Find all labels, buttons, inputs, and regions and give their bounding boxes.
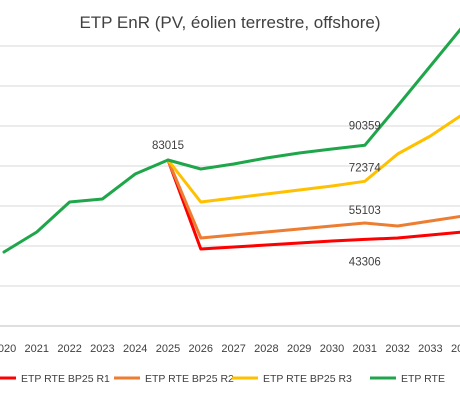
x-tick-label-2023: 2023 [90,343,114,355]
data-label-90359: 90359 [349,120,381,132]
x-tick-label-2021: 2021 [25,343,49,355]
data-labels: 83015 90359 72374 55103 43306 [152,120,381,268]
x-tick-label-2025: 2025 [156,343,180,355]
chart-title: ETP EnR (PV, éolien terrestre, offshore) [79,13,380,32]
series-line-2 [166,114,460,204]
legend-label-0: ETP RTE BP25 R1 [21,373,110,385]
legend-label-1: ETP RTE BP25 R2 [145,373,234,385]
x-tick-label-2029: 2029 [287,343,311,355]
x-tick-label-2030: 2030 [320,343,344,355]
legend: ETP RTE BP25 R1 ETP RTE BP25 R2 ETP RTE BP… [0,373,445,385]
legend-label-3: ETP RTE [401,373,445,385]
series-line-3 [2,27,460,254]
data-label-72374: 72374 [349,162,382,174]
data-label-55103: 55103 [349,205,381,217]
x-tick-label-2031: 2031 [353,343,377,355]
x-tick-label-2027: 2027 [221,343,245,355]
x-tick-label-2026: 2026 [189,343,213,355]
legend-label-2: ETP RTE BP25 R3 [263,373,352,385]
x-tick-label-2022: 2022 [57,343,81,355]
data-label-83015: 83015 [152,140,184,152]
x-tick-label-2034: 2034 [451,343,460,355]
data-label-43306: 43306 [349,256,381,268]
gridlines [0,45,460,327]
series-line-1 [166,158,460,240]
series-lines [2,27,460,254]
x-tick-label-2032: 2032 [385,343,409,355]
x-tick-label-2024: 2024 [123,343,147,355]
x-tick-label-2028: 2028 [254,343,278,355]
x-tick-label-2033: 2033 [418,343,442,355]
series-line-0 [166,158,460,251]
